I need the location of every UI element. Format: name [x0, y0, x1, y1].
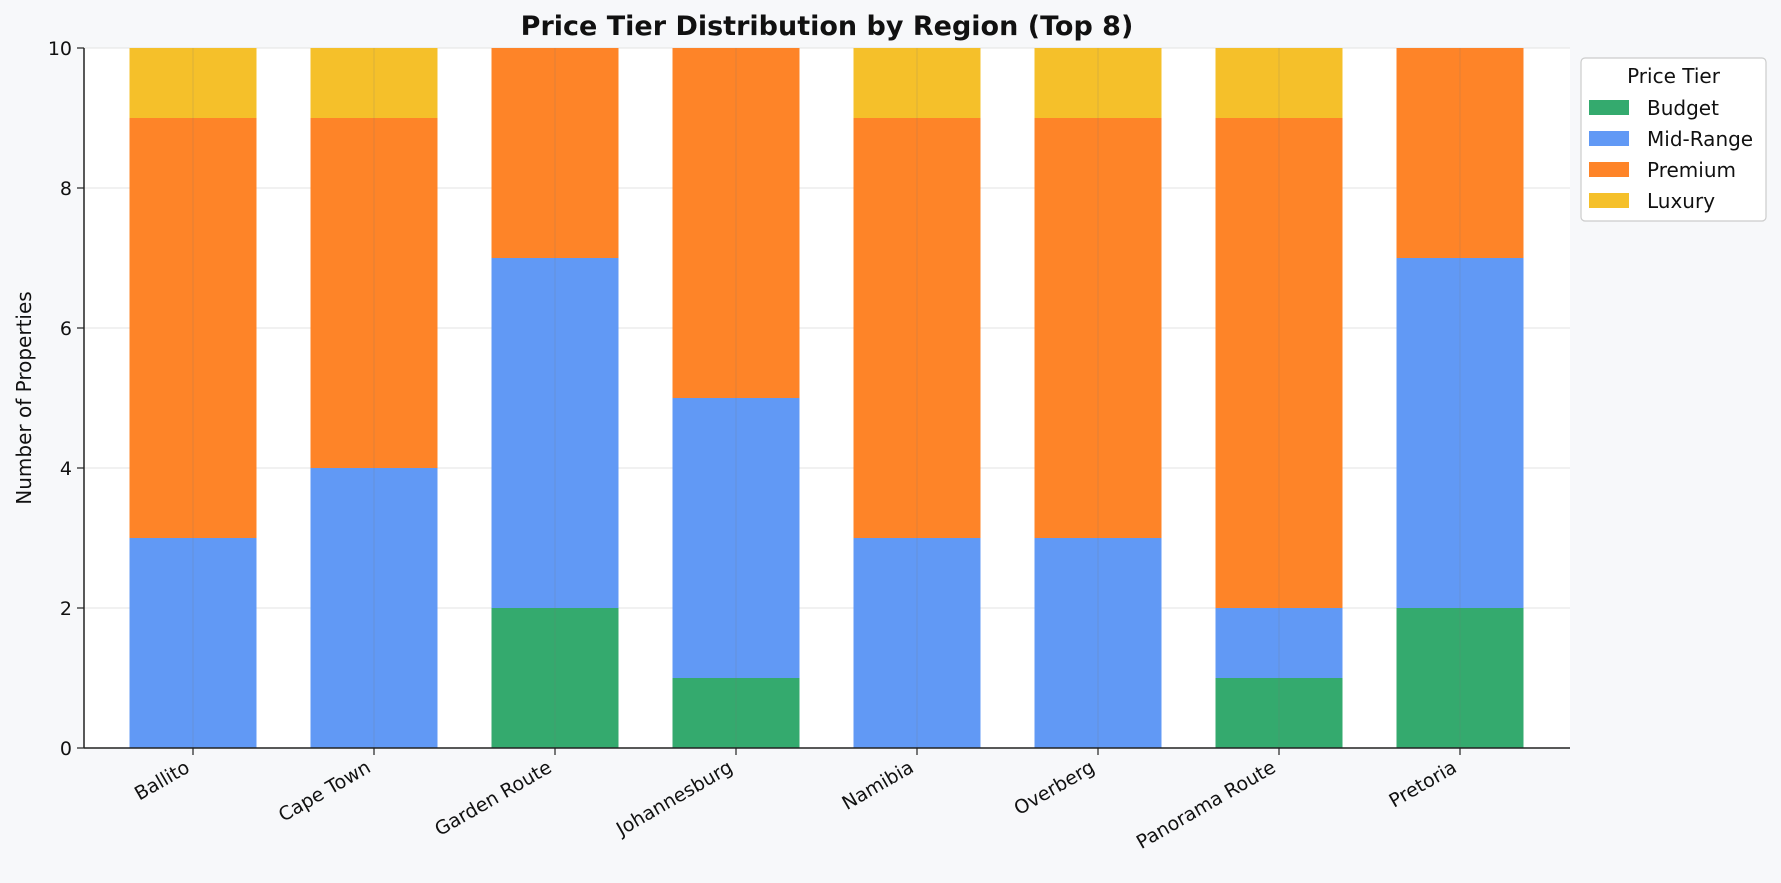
- axes: [83, 48, 1570, 749]
- plot-area: [84, 48, 1570, 748]
- y-tick-label: 6: [60, 318, 72, 340]
- bar-mid-range-panorama-route: [1215, 608, 1343, 678]
- legend-box: [1580, 57, 1767, 222]
- bar-premium-panorama-route: [1215, 118, 1343, 608]
- bar-mid-range-pretoria: [1396, 258, 1524, 608]
- legend: Price Tier Budget Mid-Range Premium Luxury: [1580, 57, 1767, 222]
- legend-label-mid-range: Mid-Range: [1647, 127, 1753, 151]
- bar-budget-garden-route: [491, 608, 619, 748]
- bar-premium-cape-town: [310, 118, 438, 468]
- bar-premium-overberg: [1034, 118, 1162, 538]
- bar-mid-range-ballito: [129, 538, 257, 748]
- y-axis-label: Number of Properties: [12, 291, 36, 504]
- x-tick-label: Johannesburg: [612, 756, 737, 841]
- legend-swatch-premium: [1589, 162, 1629, 177]
- x-tick-label: Ballito: [131, 756, 194, 805]
- y-tick-label: 2: [60, 598, 72, 620]
- y-tick-label: 10: [48, 38, 72, 60]
- bar-mid-range-johannesburg: [672, 398, 800, 678]
- legend-swatch-mid-range: [1589, 131, 1629, 146]
- legend-swatch-budget: [1589, 100, 1629, 115]
- bar-luxury-overberg: [1034, 48, 1162, 118]
- x-tick-label: Overberg: [1010, 756, 1098, 820]
- x-tick-label: Pretoria: [1385, 756, 1460, 812]
- bar-mid-range-namibia: [853, 538, 981, 748]
- x-tick-label: Namibia: [838, 756, 917, 814]
- bar-premium-pretoria: [1396, 48, 1524, 258]
- legend-swatch-luxury: [1589, 193, 1629, 208]
- bar-premium-ballito: [129, 118, 257, 538]
- chart-title: Price Tier Distribution by Region (Top 8…: [521, 11, 1134, 42]
- legend-title: Price Tier: [1627, 64, 1721, 88]
- y-tick-label: 4: [60, 458, 72, 480]
- bar-mid-range-cape-town: [310, 468, 438, 748]
- bar-budget-panorama-route: [1215, 678, 1343, 748]
- bar-premium-namibia: [853, 118, 981, 538]
- legend-label-budget: Budget: [1647, 96, 1719, 120]
- x-tick-label: Garden Route: [431, 756, 555, 840]
- legend-label-premium: Premium: [1647, 158, 1736, 182]
- x-axis-ticks: Ballito Cape Town Garden Route Johannesburg…: [131, 748, 1461, 854]
- bar-luxury-panorama-route: [1215, 48, 1343, 118]
- bar-mid-range-garden-route: [491, 258, 619, 608]
- bar-premium-garden-route: [491, 48, 619, 258]
- bar-luxury-namibia: [853, 48, 981, 118]
- y-tick-label: 8: [60, 178, 72, 200]
- bars: [129, 48, 1524, 748]
- y-tick-label: 0: [60, 738, 72, 760]
- bar-luxury-cape-town: [310, 48, 438, 118]
- x-tick-label: Cape Town: [275, 756, 375, 826]
- bar-luxury-ballito: [129, 48, 257, 118]
- vertical-gridlines: [192, 48, 1461, 748]
- legend-label-luxury: Luxury: [1647, 189, 1715, 213]
- bar-budget-johannesburg: [672, 678, 800, 748]
- x-tick-label: Panorama Route: [1133, 756, 1280, 853]
- bar-budget-pretoria: [1396, 608, 1524, 748]
- y-axis-ticks: 0 2 4 6 8 10: [48, 38, 84, 760]
- bar-mid-range-overberg: [1034, 538, 1162, 748]
- bar-premium-johannesburg: [672, 48, 800, 398]
